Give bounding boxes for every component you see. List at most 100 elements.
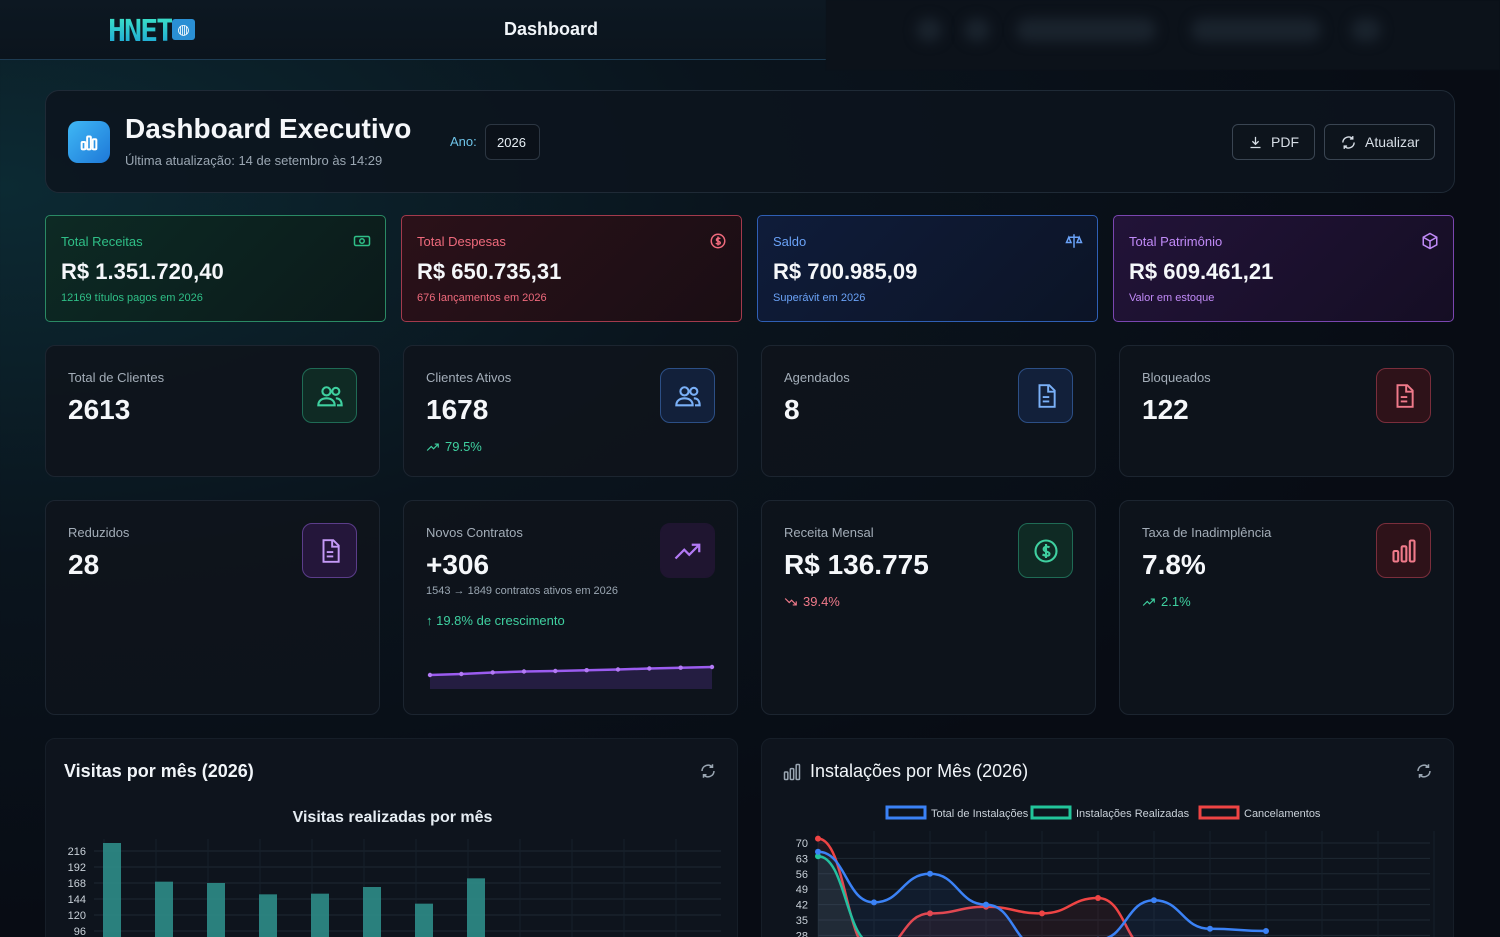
summary-card-saldo[interactable]: Saldo R$ 700.985,09 Superávit em 2026 bbox=[757, 215, 1098, 322]
download-icon bbox=[1250, 136, 1261, 148]
y-tick-label: 216 bbox=[68, 846, 86, 858]
top-bar-blurred bbox=[826, 0, 1500, 70]
package-icon bbox=[1422, 232, 1438, 250]
legend-swatch bbox=[1198, 805, 1240, 820]
stat-card-bloqueados[interactable]: Bloqueados 122 bbox=[1119, 345, 1454, 477]
summary-label: Total Receitas bbox=[61, 234, 143, 249]
series-point bbox=[927, 910, 933, 917]
contracts-sparkline bbox=[427, 664, 715, 689]
year-input[interactable] bbox=[485, 124, 540, 160]
series-point bbox=[1263, 928, 1269, 934]
summary-label: Total Despesas bbox=[417, 234, 506, 249]
money-icon bbox=[353, 235, 371, 247]
series-line bbox=[817, 837, 1134, 937]
sparkline-point bbox=[647, 666, 652, 671]
logo[interactable]: HNET bbox=[108, 14, 174, 49]
stat-label: Receita Mensal bbox=[784, 525, 874, 540]
summary-note: Valor em estoque bbox=[1129, 292, 1215, 304]
stat-card-inadimplencia[interactable]: Taxa de Inadimplência 7.8% 2.1% bbox=[1119, 500, 1454, 715]
stat-value: 1678 bbox=[426, 394, 489, 425]
summary-value: R$ 700.985,09 bbox=[773, 259, 918, 284]
stat-label: Reduzidos bbox=[68, 525, 130, 540]
summary-card-patrimonio[interactable]: Total Patrimônio R$ 609.461,21 Valor em … bbox=[1113, 215, 1454, 322]
y-tick-label: 56 bbox=[796, 869, 808, 881]
visits-panel: Visitas por mês (2026) Visitas realizada… bbox=[45, 738, 738, 937]
stat-value: 8 bbox=[784, 394, 800, 425]
stat-card-reduzidos[interactable]: Reduzidos 28 bbox=[45, 500, 380, 715]
legend-swatch bbox=[1030, 805, 1072, 820]
installs-panel-title: Instalações por Mês (2026) bbox=[810, 761, 1029, 781]
bar-chart-icon bbox=[1376, 523, 1431, 578]
stat-label: Novos Contratos bbox=[426, 525, 523, 540]
stat-value: +306 bbox=[426, 549, 490, 580]
summary-value: R$ 1.351.720,40 bbox=[61, 259, 224, 284]
pdf-button[interactable]: PDF bbox=[1232, 124, 1315, 160]
series-line bbox=[817, 850, 1267, 937]
summary-card-receitas[interactable]: Total Receitas R$ 1.351.720,40 12169 tít… bbox=[45, 215, 386, 322]
sparkline-line bbox=[429, 665, 713, 677]
series-area bbox=[818, 851, 1266, 937]
visits-bar bbox=[155, 881, 173, 937]
stat-value: 2613 bbox=[68, 394, 131, 425]
refresh-icon[interactable] bbox=[1415, 762, 1433, 780]
stat-label: Clientes Ativos bbox=[426, 370, 512, 385]
series-point bbox=[1095, 895, 1101, 901]
sparkline-point bbox=[427, 672, 433, 678]
sparkline-point bbox=[490, 670, 495, 675]
visits-bar bbox=[103, 843, 121, 937]
refresh-button[interactable]: Atualizar bbox=[1324, 124, 1436, 160]
stat-value: 122 bbox=[1142, 394, 1189, 425]
series-point bbox=[983, 901, 989, 908]
document-icon bbox=[1018, 368, 1073, 423]
legend-label: Cancelamentos bbox=[1244, 808, 1321, 820]
y-tick-label: 28 bbox=[796, 930, 808, 937]
trend-up: 79.5% bbox=[426, 439, 482, 454]
stat-value: 7.8% bbox=[1142, 549, 1206, 580]
refresh-icon[interactable] bbox=[699, 762, 717, 780]
legend-swatch bbox=[885, 805, 927, 820]
header-card: Dashboard Executivo Última atualização: … bbox=[45, 90, 1455, 193]
document-icon bbox=[302, 523, 357, 578]
summary-note: 676 lançamentos em 2026 bbox=[417, 292, 547, 304]
visits-bar bbox=[363, 887, 381, 937]
summary-value: R$ 609.461,21 bbox=[1129, 259, 1274, 284]
trend-up: 2.1% bbox=[1142, 594, 1191, 609]
y-tick-label: 168 bbox=[68, 878, 86, 890]
year-label: Ano: bbox=[450, 134, 477, 149]
visits-bar bbox=[259, 894, 277, 937]
y-tick-label: 120 bbox=[68, 910, 86, 922]
bar-chart-icon bbox=[783, 763, 801, 781]
sparkline-point bbox=[553, 668, 558, 674]
visits-bar bbox=[207, 883, 225, 937]
stat-card-receita-mensal[interactable]: Receita Mensal R$ 136.775 39.4% bbox=[761, 500, 1096, 715]
stat-card-total-clientes[interactable]: Total de Clientes 2613 bbox=[45, 345, 380, 477]
y-tick-label: 70 bbox=[796, 838, 808, 850]
users-icon bbox=[660, 368, 715, 423]
refresh-icon bbox=[1342, 135, 1355, 149]
stat-card-novos-contratos[interactable]: Novos Contratos +306 1543 → 1849 contrat… bbox=[403, 500, 738, 715]
sparkline-point bbox=[459, 671, 464, 677]
sparkline-point bbox=[615, 667, 621, 672]
sparkline-point bbox=[584, 668, 589, 673]
installs-line-chart: Total de Instalações Instalações Realizad… bbox=[796, 805, 1435, 937]
visits-bar bbox=[467, 878, 485, 937]
summary-label: Total Patrimônio bbox=[1129, 234, 1223, 249]
stat-value: R$ 136.775 bbox=[784, 549, 929, 580]
series-point bbox=[1039, 910, 1045, 917]
trend-down-icon bbox=[784, 597, 797, 605]
document-icon bbox=[1376, 368, 1431, 423]
summary-note: 12169 títulos pagos em 2026 bbox=[61, 292, 203, 304]
stat-card-clientes-ativos[interactable]: Clientes Ativos 1678 79.5% bbox=[403, 345, 738, 477]
y-tick-label: 96 bbox=[74, 926, 86, 937]
visits-bar-chart: 216 192 168 144 120 96 bbox=[68, 839, 721, 937]
summary-card-despesas[interactable]: Total Despesas R$ 650.735,31 676 lançame… bbox=[401, 215, 742, 322]
stat-card-agendados[interactable]: Agendados 8 bbox=[761, 345, 1096, 477]
trend-up-icon bbox=[426, 443, 439, 451]
dollar-circle-icon bbox=[710, 233, 726, 249]
stat-label: Total de Clientes bbox=[68, 370, 165, 385]
series-point bbox=[927, 870, 933, 877]
scale-icon bbox=[1065, 234, 1083, 248]
series-point bbox=[1207, 925, 1213, 932]
installs-panel: Instalações por Mês (2026) Total de Inst… bbox=[761, 738, 1454, 937]
y-tick-label: 42 bbox=[796, 900, 808, 912]
